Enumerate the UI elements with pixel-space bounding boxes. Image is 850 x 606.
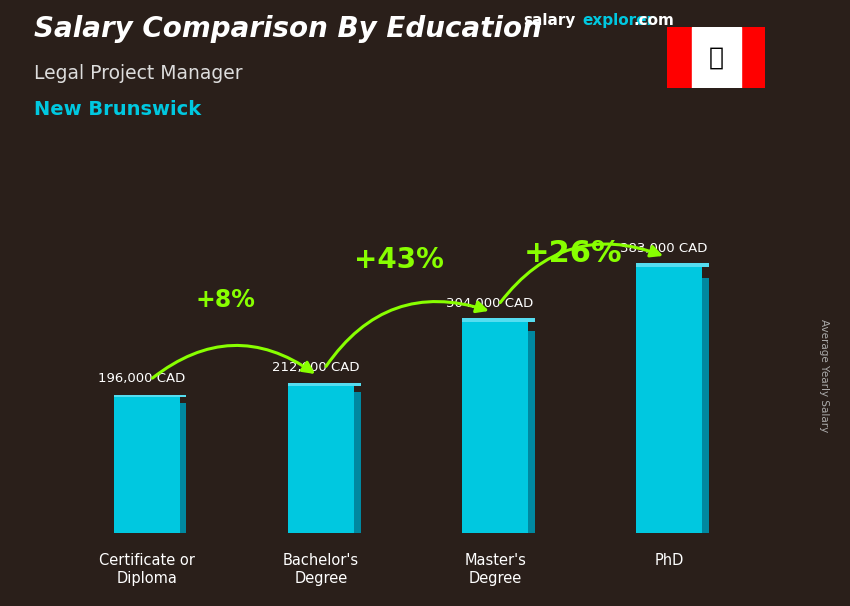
Bar (354, 392, 360, 533)
Bar (288, 386, 354, 533)
Text: explorer: explorer (582, 13, 654, 28)
Text: Bachelor's
Degree: Bachelor's Degree (283, 553, 359, 585)
Text: 304,000 CAD: 304,000 CAD (446, 297, 534, 310)
Bar (528, 331, 535, 533)
Text: Average Yearly Salary: Average Yearly Salary (819, 319, 829, 432)
Text: .com: .com (633, 13, 674, 28)
Text: PhD: PhD (654, 553, 684, 568)
Text: Legal Project Manager: Legal Project Manager (34, 64, 242, 82)
Text: +26%: +26% (524, 239, 623, 268)
Bar (692, 27, 740, 88)
Bar (636, 262, 709, 267)
Text: 🍁: 🍁 (709, 45, 723, 70)
Text: Master's
Degree: Master's Degree (464, 553, 526, 585)
Bar (114, 397, 180, 533)
Text: +8%: +8% (196, 288, 255, 312)
Bar (288, 384, 360, 386)
Text: Certificate or
Diploma: Certificate or Diploma (99, 553, 195, 585)
Bar (702, 278, 709, 533)
Bar (462, 318, 535, 322)
Bar (114, 395, 186, 397)
Bar (462, 322, 528, 533)
Bar (180, 402, 186, 533)
Text: 383,000 CAD: 383,000 CAD (620, 242, 708, 255)
Bar (740, 27, 765, 88)
Bar (636, 267, 702, 533)
Text: Salary Comparison By Education: Salary Comparison By Education (34, 15, 542, 43)
Text: 196,000 CAD: 196,000 CAD (98, 371, 185, 385)
Text: salary: salary (523, 13, 575, 28)
Text: 212,000 CAD: 212,000 CAD (272, 361, 360, 373)
Bar (667, 27, 692, 88)
Text: +43%: +43% (354, 246, 445, 274)
Text: New Brunswick: New Brunswick (34, 100, 201, 119)
